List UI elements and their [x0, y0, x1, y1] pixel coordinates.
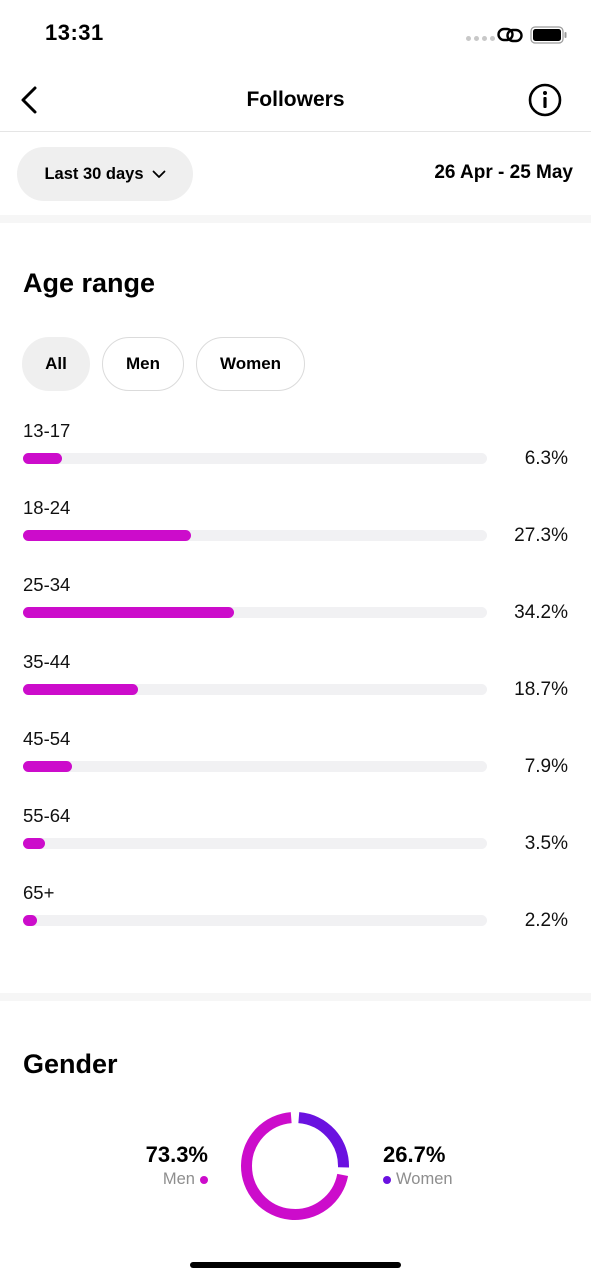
men-legend: Men: [146, 1170, 208, 1189]
info-button[interactable]: [528, 83, 562, 117]
age-bar-fill: [23, 607, 235, 618]
age-bar-fill: [23, 838, 45, 849]
age-value: 18.7%: [514, 679, 568, 700]
date-range-text: 26 Apr - 25 May: [434, 162, 573, 183]
age-label: 13-17: [23, 420, 71, 441]
women-legend-dot: [383, 1175, 391, 1184]
chevron-down-icon: [152, 170, 165, 178]
age-bar-track: [23, 684, 487, 695]
donut-segment-women: [298, 1112, 349, 1168]
age-bar-track: [23, 915, 487, 926]
gender-breakdown: 73.3% Men 26.7% Women: [0, 1100, 591, 1230]
age-value: 3.5%: [524, 833, 568, 854]
age-row-13-17: 13-17 6.3%: [23, 420, 568, 480]
age-value: 7.9%: [524, 756, 568, 777]
men-percentage: 73.3%: [145, 1142, 208, 1167]
age-bar-track: [23, 453, 487, 464]
age-label: 18-24: [23, 497, 71, 518]
back-button[interactable]: [14, 84, 44, 116]
battery-icon: [530, 26, 567, 44]
donut-segment-men: [241, 1112, 349, 1220]
women-legend-label: Women: [396, 1170, 453, 1188]
age-row-25-34: 25-34 34.2%: [23, 574, 568, 634]
age-bar-fill: [23, 761, 72, 772]
age-bar-fill: [23, 915, 37, 926]
age-label: 45-54: [23, 728, 71, 749]
age-row-35-44: 35-44 18.7%: [23, 651, 568, 711]
age-bar-fill: [23, 453, 62, 464]
tab-all[interactable]: All: [22, 337, 90, 391]
age-filter-tabs: All Men Women: [22, 337, 305, 391]
signal-dots-icon: [466, 36, 495, 41]
men-legend-label: Men: [162, 1170, 195, 1188]
section-divider: [0, 993, 591, 1001]
age-row-45-54: 45-54 7.9%: [23, 728, 568, 788]
men-legend-dot: [200, 1175, 208, 1184]
age-value: 6.3%: [524, 448, 568, 469]
top-nav-bar: Followers: [0, 70, 591, 132]
date-range-dropdown-label: Last 30 days: [44, 164, 144, 183]
tab-men[interactable]: Men: [102, 337, 184, 391]
page-title: Followers: [246, 88, 345, 111]
age-bar-fill: [23, 530, 192, 541]
age-value: 2.2%: [524, 910, 568, 931]
age-label: 35-44: [23, 651, 71, 672]
age-label: 25-34: [23, 574, 71, 595]
tab-women[interactable]: Women: [196, 337, 305, 391]
age-row-65-plus: 65+ 2.2%: [23, 882, 568, 942]
age-bar-track: [23, 607, 487, 618]
gender-donut-chart: [241, 1112, 349, 1220]
women-percentage: 26.7%: [383, 1142, 446, 1167]
age-bar-track: [23, 761, 487, 772]
gender-title: Gender: [23, 1049, 118, 1079]
status-bar: 13:31: [0, 0, 591, 70]
age-row-55-64: 55-64 3.5%: [23, 805, 568, 865]
women-legend: Women: [383, 1170, 453, 1189]
age-bar-track: [23, 530, 487, 541]
age-bar-track: [23, 838, 487, 849]
section-divider: [0, 215, 591, 223]
status-time: 13:31: [45, 20, 104, 45]
age-label: 65+: [23, 882, 55, 903]
home-indicator: [190, 1262, 401, 1268]
age-label: 55-64: [23, 805, 71, 826]
gender-women-stat: 26.7% Women: [383, 1142, 453, 1189]
age-bar-fill: [23, 684, 139, 695]
age-row-18-24: 18-24 27.3%: [23, 497, 568, 557]
chevron-left-icon: [21, 86, 37, 114]
age-range-title: Age range: [23, 268, 156, 298]
age-value: 34.2%: [514, 602, 568, 623]
date-range-dropdown[interactable]: Last 30 days: [17, 147, 193, 201]
gender-men-stat: 73.3% Men: [146, 1142, 208, 1189]
info-icon: [528, 83, 562, 117]
age-value: 27.3%: [514, 525, 568, 546]
link-icon: [497, 27, 523, 43]
